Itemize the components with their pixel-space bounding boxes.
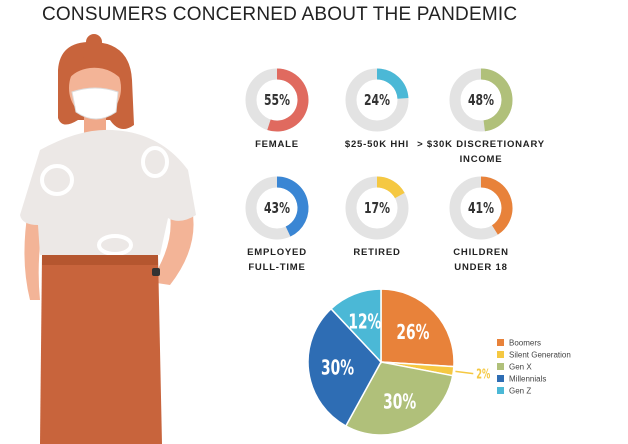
pie-value-label: 30% <box>383 390 416 414</box>
donut-arc <box>480 176 513 235</box>
donut-category-label: CHILDREN UNDER 18 <box>453 247 509 273</box>
leader-line <box>455 370 474 375</box>
pie-value-label: 2% <box>476 368 490 383</box>
legend-label: Silent Generation <box>509 351 571 360</box>
legend-swatch <box>497 363 504 370</box>
pie-value-label: 26% <box>396 320 429 344</box>
donut-value-label: 41% <box>468 199 494 217</box>
pie-slice <box>344 361 454 436</box>
donut-value-label: 48% <box>468 91 494 109</box>
pie-slice <box>307 307 382 427</box>
donut-arc <box>276 176 309 237</box>
donut-category-label: FEMALE <box>255 139 299 150</box>
donut-arc <box>480 68 513 132</box>
donut-arc <box>376 68 409 100</box>
donut-value-label: 17% <box>364 199 390 217</box>
pie-slice <box>380 288 455 368</box>
donut-value-label: 24% <box>364 91 390 109</box>
donut-category-label: $25-50K HHI <box>344 139 410 150</box>
donut-category-label: > $30K DISCRETIONARY INCOME <box>417 139 545 165</box>
pie-value-label: 30% <box>321 355 354 379</box>
illustration <box>20 34 196 444</box>
pie-slice <box>329 288 382 364</box>
legend-label: Boomers <box>509 339 541 348</box>
donut-category-label: RETIRED <box>353 247 401 258</box>
legend-label: Millennials <box>509 375 546 384</box>
pie-value-label: 12% <box>348 309 381 333</box>
legend-swatch <box>497 351 504 358</box>
legend-label: Gen X <box>509 363 532 372</box>
donut-arc <box>267 68 309 132</box>
page-title: CONSUMERS CONCERNED ABOUT THE PANDEMIC <box>42 4 518 25</box>
legend-swatch <box>497 387 504 394</box>
legend-swatch <box>497 375 504 382</box>
legend-label: Gen Z <box>509 387 531 396</box>
donut-value-label: 55% <box>264 91 290 109</box>
donut-category-label: EMPLOYED FULL-TIME <box>247 247 307 273</box>
donut-arc <box>376 176 405 199</box>
donut-value-label: 43% <box>264 199 290 217</box>
legend-swatch <box>497 339 504 346</box>
